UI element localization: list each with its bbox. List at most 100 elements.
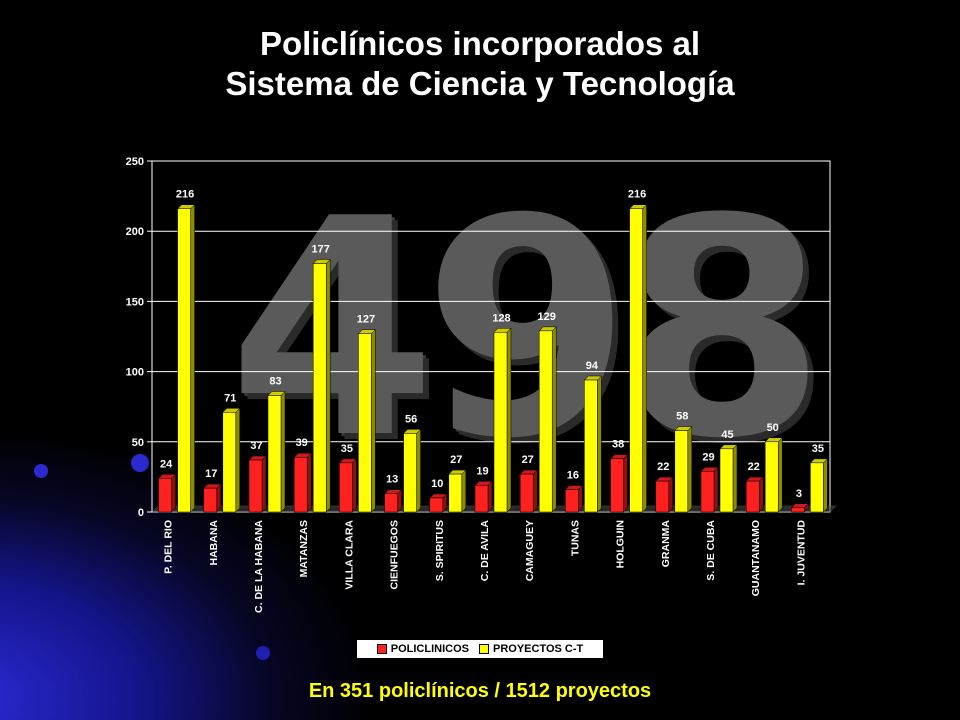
data-label: 177 [312,243,330,255]
decorative-dot [131,454,149,472]
data-label: 216 [628,189,646,201]
x-tick-label: HOLGUIN [615,520,627,568]
legend-swatch-red [376,644,387,654]
data-label: 56 [405,413,417,425]
data-label: 27 [522,454,534,466]
data-label: 22 [657,461,669,473]
bar-policlinicos [203,487,218,513]
bar-proyectos [312,263,327,513]
data-label: 35 [812,443,824,455]
y-tick-label: 100 [126,367,144,379]
y-tick-label: 150 [126,296,144,308]
bar-side [713,466,719,513]
x-tick-label: CIENFUEGOS [389,520,401,589]
bar-policlinicos [339,462,353,513]
bar-side [578,484,583,513]
bar-policlinicos [791,507,805,513]
x-tick-label: MATANZAS [298,520,310,577]
y-tick-label: 50 [132,437,144,449]
data-label: 45 [721,429,733,441]
bar-policlinicos [700,471,715,513]
data-label: 216 [176,189,194,201]
x-tick-label: GRANMA [660,520,672,568]
decorative-dot [256,646,270,660]
bar-policlinicos [565,489,579,513]
legend-item-proyectos: PROYECTOS C-T [478,643,584,655]
bar-proyectos [177,208,191,513]
data-label: 22 [748,461,760,473]
bar-proyectos [403,433,417,513]
bar-side [623,454,628,513]
bar-side [171,473,176,513]
data-label: 129 [538,311,556,323]
bar-policlinicos [745,480,760,513]
x-tick-label: P. DEL RIO [163,520,175,574]
x-tick-label: C. DE AVILA [479,520,491,582]
data-label: 19 [476,465,488,477]
x-tick-label: I. JUVENTUD [795,520,807,586]
legend-label-policlinicos: POLICLINICOS [390,643,469,655]
bar-side [352,458,357,513]
data-label: 17 [205,468,217,480]
y-tick-label: 250 [126,156,144,168]
x-tick-label: CAMAGUEY [524,520,536,581]
bar-proyectos [358,333,372,513]
bar-side [642,204,647,513]
bar-policlinicos [158,478,172,513]
bar-proyectos [810,462,824,513]
bar-side [687,425,693,513]
data-label: 128 [492,312,510,324]
x-tick-label: GUANTANAMO [750,520,762,596]
footer-summary: En 351 policlínicos / 1512 proyectos [308,680,652,702]
bar-proyectos [584,379,598,513]
page-title: Policlínicos incorporados al Sistema de … [0,24,960,104]
bar-policlinicos [610,458,624,513]
bar-side [668,476,674,513]
data-label: 83 [269,375,281,387]
bar-proyectos [222,412,237,513]
bar-side [532,469,538,513]
data-label: 24 [160,458,173,470]
bar-proyectos [719,448,734,513]
data-label: 127 [357,314,375,326]
bar-policlinicos [519,473,534,513]
bar-side [325,258,331,513]
bar-side [261,455,267,513]
bar-side [416,428,421,513]
bar-policlinicos [655,480,670,513]
bar-side [823,458,828,513]
bar-side [777,437,783,513]
bar-proyectos [267,395,282,513]
legend-item-policlinicos: POLICLINICOS [376,643,469,655]
data-label: 50 [767,422,779,434]
bar-proyectos [674,430,689,513]
x-tick-label: TUNAS [569,520,581,556]
data-label: 13 [386,474,398,486]
data-label: 58 [676,411,688,423]
bar-side [758,476,764,513]
bar-side [190,204,195,513]
data-label: 16 [567,470,579,482]
data-label: 94 [586,360,599,372]
bar-side [216,483,222,513]
bar-side [461,469,467,513]
bar-side [551,326,557,513]
bar-policlinicos [429,497,444,513]
bar-policlinicos [293,456,308,513]
decorative-dot [34,464,48,478]
bar-side [306,452,312,513]
data-label: 38 [612,439,624,451]
y-tick-label: 0 [138,507,144,519]
bar-side [280,390,286,513]
bar-policlinicos [384,493,398,513]
bar-side [371,329,376,513]
title-line-2: Sistema de Ciencia y Tecnología [225,65,735,102]
legend-label-proyectos: PROYECTOS C-T [492,643,584,655]
data-label: 39 [296,437,308,449]
title-line-1: Policlínicos incorporados al [259,25,701,62]
data-label: 10 [431,478,443,490]
bar-policlinicos [248,459,263,513]
x-tick-label: C. DE LA HABANA [253,520,265,613]
